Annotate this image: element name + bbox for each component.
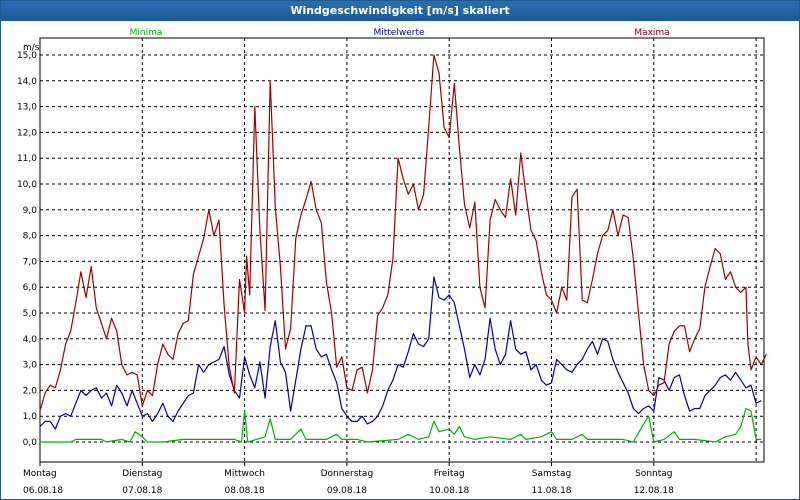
y-tick-label: 4,0 bbox=[23, 335, 38, 345]
x-day-label: Sonntag bbox=[635, 469, 672, 479]
y-tick-label: 14,0 bbox=[17, 77, 37, 87]
legend-maxima: Maxima bbox=[634, 28, 669, 38]
x-date-label: 06.08.18 bbox=[23, 486, 63, 496]
x-date-label: 11.08.18 bbox=[531, 486, 571, 496]
x-day-label: Donnerstag bbox=[321, 469, 374, 479]
y-tick-label: 1,0 bbox=[23, 412, 38, 422]
x-day-label: Samstag bbox=[532, 469, 571, 479]
y-tick-label: 7,0 bbox=[23, 257, 38, 267]
y-tick-label: 6,0 bbox=[23, 283, 38, 293]
series-group bbox=[39, 54, 767, 443]
y-tick-label: 9,0 bbox=[23, 206, 38, 216]
x-date-label: 08.08.18 bbox=[225, 486, 265, 496]
x-date-label: 10.08.18 bbox=[429, 486, 469, 496]
y-tick-label: 0,0 bbox=[23, 438, 38, 448]
legend-mittelwerte: Mittelwerte bbox=[373, 28, 424, 38]
x-axis-ticks: Montag 06.08.18 Dienstag 07.08.18 Mittwoch 08… bbox=[23, 462, 674, 496]
x-day-label: Dienstag bbox=[122, 469, 162, 479]
x-date-label: 07.08.18 bbox=[122, 486, 162, 496]
x-day-label: Mittwoch bbox=[224, 469, 265, 479]
y-tick-label: 8,0 bbox=[23, 232, 38, 242]
grid-lines bbox=[40, 38, 764, 462]
y-tick-label: 13,0 bbox=[17, 103, 37, 113]
x-day-label: Freitag bbox=[434, 469, 465, 479]
x-date-label: 09.08.18 bbox=[327, 486, 367, 496]
y-tick-label: 3,0 bbox=[23, 361, 38, 371]
x-day-label: Montag bbox=[23, 469, 57, 479]
series-minima bbox=[40, 407, 762, 443]
x-date-label: 12.08.18 bbox=[634, 486, 674, 496]
plot-area-frame bbox=[39, 37, 765, 463]
series-mittelwerte bbox=[39, 276, 762, 430]
y-tick-label: 2,0 bbox=[23, 386, 38, 396]
y-tick-label: 15,0 bbox=[17, 51, 37, 61]
y-axis-label: m/s bbox=[23, 43, 40, 53]
legend-minima: Minima bbox=[130, 28, 163, 38]
window-title: Windgeschwindigkeit [m/s] skaliert bbox=[1, 1, 799, 21]
y-tick-label: 12,0 bbox=[17, 128, 37, 138]
y-tick-label: 5,0 bbox=[23, 309, 38, 319]
y-axis-ticks: 0,0 1,0 2,0 3,0 4,0 5,0 6,0 7,0 8,0 9,0 10,0 11,0 12… bbox=[17, 51, 37, 448]
series-maxima bbox=[39, 54, 767, 412]
y-tick-label: 11,0 bbox=[17, 154, 37, 164]
y-tick-label: 10,0 bbox=[17, 180, 37, 190]
